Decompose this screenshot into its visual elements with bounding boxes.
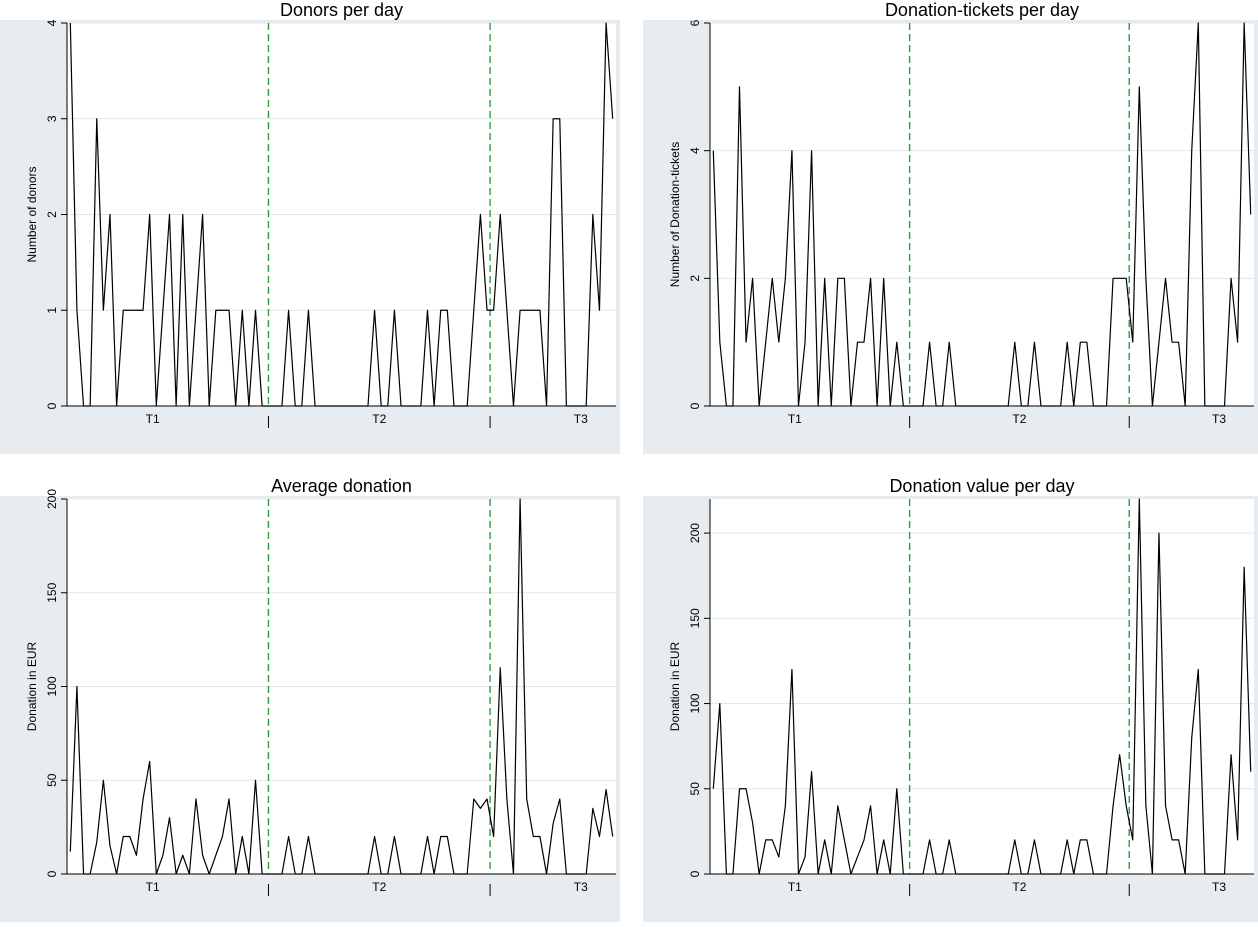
chart-svg-donation-tickets-per-day: Donation-tickets per day 0 2 4 6 T1 T2 T3 Number… bbox=[643, 0, 1258, 454]
period-label: T3 bbox=[574, 880, 588, 894]
series-line bbox=[69, 22, 614, 407]
chart-average-donation: Average donation 0 50 100 150 200 T1 T2 T3 Donati… bbox=[0, 476, 620, 922]
y-tick-label: 4 bbox=[688, 147, 702, 154]
y-tick-label: 3 bbox=[45, 115, 59, 122]
y-tick-label: 4 bbox=[45, 19, 59, 26]
y-tick-label: 0 bbox=[45, 870, 59, 877]
y-tick-label: 150 bbox=[45, 582, 59, 602]
y-tick-label: 50 bbox=[45, 773, 59, 787]
y-tick-label: 1 bbox=[45, 307, 59, 314]
period-label: T3 bbox=[1212, 880, 1226, 894]
chart-svg-donors-per-day: Donors per day 0 1 2 3 4 T1 T2 T3 Number of donor… bbox=[0, 0, 620, 454]
y-tick-label: 2 bbox=[45, 211, 59, 218]
period-label: T2 bbox=[372, 412, 386, 426]
chart-svg-average-donation: Average donation 0 50 100 150 200 T1 T2 T3 Donati… bbox=[0, 476, 620, 922]
series-line bbox=[712, 22, 1252, 407]
y-axis-label: Donation in EUR bbox=[668, 641, 682, 731]
y-tick-label: 2 bbox=[688, 275, 702, 282]
plot-area bbox=[710, 23, 1254, 406]
y-tick-label: 0 bbox=[688, 870, 702, 877]
y-tick-label: 200 bbox=[688, 523, 702, 543]
chart-donation-value-per-day: Donation value per day 0 50 100 150 200 T1 T2 T3… bbox=[643, 476, 1258, 922]
chart-title: Donors per day bbox=[280, 0, 403, 20]
y-tick-label: 50 bbox=[688, 782, 702, 796]
y-tick-label: 100 bbox=[688, 693, 702, 713]
plot-area bbox=[710, 499, 1254, 874]
y-axis-label: Donation in EUR bbox=[25, 641, 39, 731]
y-tick-label: 0 bbox=[45, 402, 59, 409]
y-tick-label: 200 bbox=[45, 489, 59, 509]
period-label: T1 bbox=[146, 412, 160, 426]
period-label: T3 bbox=[574, 412, 588, 426]
period-label: T2 bbox=[1012, 880, 1026, 894]
chart-title: Average donation bbox=[271, 476, 412, 496]
y-tick-label: 150 bbox=[688, 608, 702, 628]
chart-donors-per-day: Donors per day 0 1 2 3 4 T1 T2 T3 Number of donor… bbox=[0, 0, 620, 454]
y-tick-label: 6 bbox=[688, 19, 702, 26]
chart-title: Donation value per day bbox=[889, 476, 1074, 496]
chart-title: Donation-tickets per day bbox=[885, 0, 1079, 20]
period-label: T1 bbox=[788, 880, 802, 894]
period-label: T1 bbox=[146, 880, 160, 894]
y-tick-label: 0 bbox=[688, 402, 702, 409]
period-label: T2 bbox=[372, 880, 386, 894]
y-axis-label: Number of Donation-tickets bbox=[668, 142, 682, 287]
chart-donation-tickets-per-day: Donation-tickets per day 0 2 4 6 T1 T2 T3 Number… bbox=[643, 0, 1258, 454]
y-axis-label: Number of donors bbox=[25, 166, 39, 262]
chart-svg-donation-value-per-day: Donation value per day 0 50 100 150 200 T1 T2 T3… bbox=[643, 476, 1258, 922]
period-label: T1 bbox=[788, 412, 802, 426]
series-line bbox=[69, 498, 614, 875]
series-line bbox=[712, 498, 1252, 875]
period-label: T3 bbox=[1212, 412, 1226, 426]
y-tick-label: 100 bbox=[45, 676, 59, 696]
period-label: T2 bbox=[1012, 412, 1026, 426]
